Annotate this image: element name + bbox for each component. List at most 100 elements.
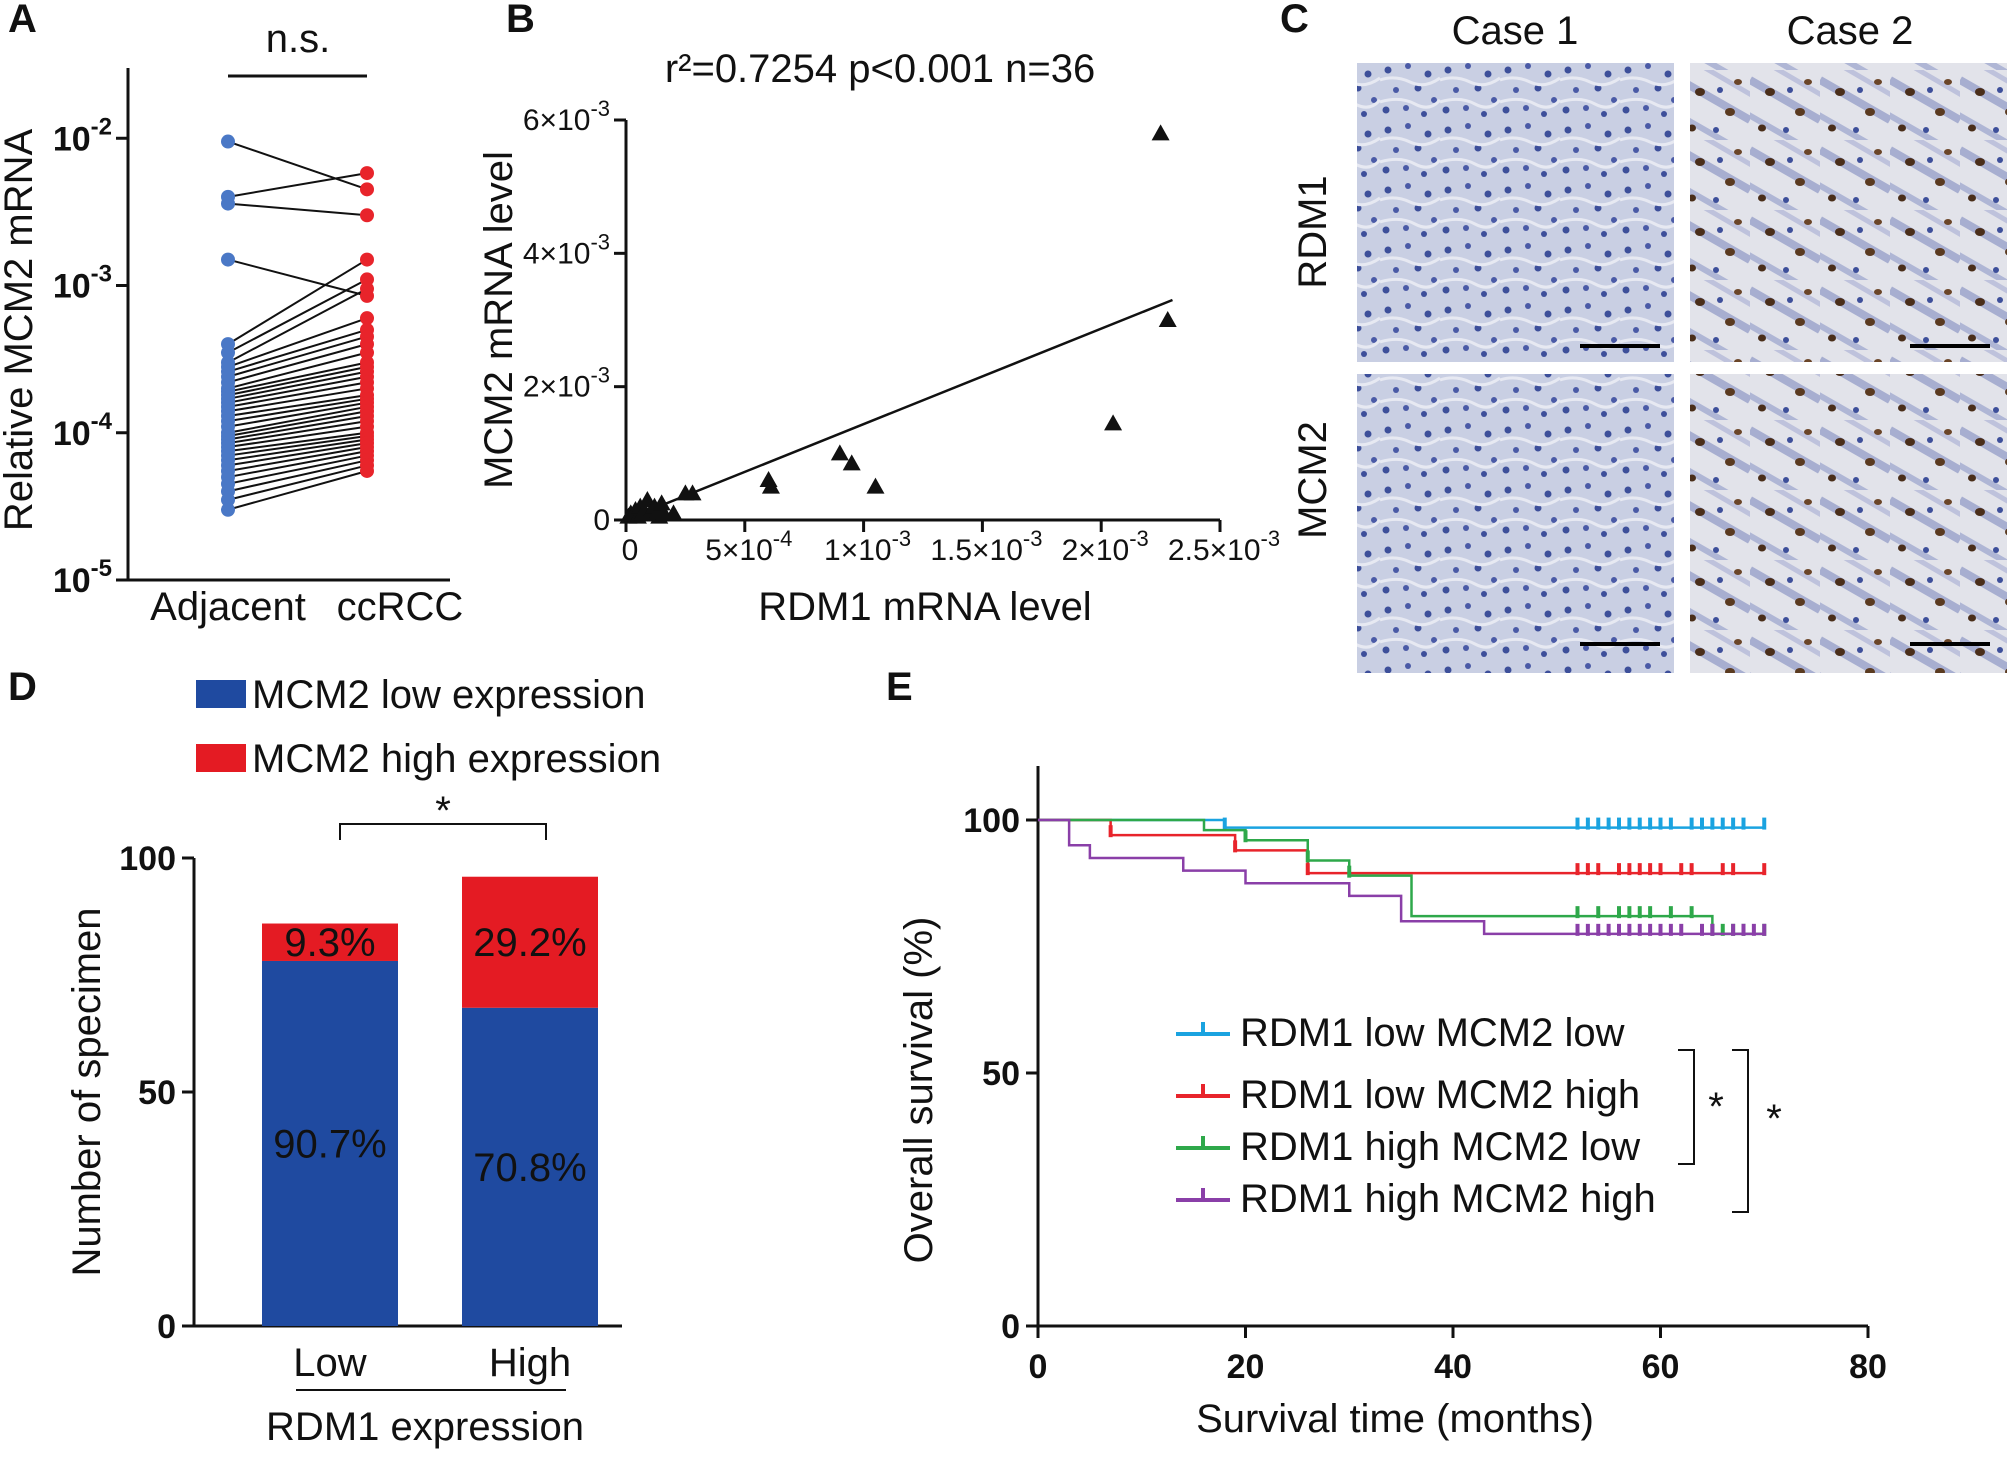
b-point bbox=[664, 504, 683, 521]
e-survival-curve bbox=[1038, 818, 1765, 936]
a-pair-line bbox=[227, 387, 368, 413]
b-title: r²=0.7254 p<0.001 n=36 bbox=[665, 47, 1095, 91]
panel-label-b: B bbox=[506, 0, 535, 41]
c-col-case1: Case 1 bbox=[1452, 9, 1579, 53]
ihc-rdm1-case2 bbox=[1690, 62, 2008, 362]
e-x-label: Survival time (months) bbox=[1196, 1397, 1594, 1441]
d-bar-high bbox=[462, 876, 598, 1008]
e-x-tick-label: 80 bbox=[1849, 1348, 1887, 1386]
d-x-label: RDM1 expression bbox=[266, 1405, 584, 1449]
a-point-adjacent bbox=[221, 196, 235, 211]
b-x-label: RDM1 mRNA level bbox=[758, 585, 1091, 629]
d-cat-low: Low bbox=[293, 1341, 366, 1385]
d-bar-low bbox=[262, 960, 398, 1326]
a-pair-line bbox=[227, 414, 368, 441]
a-pair-line bbox=[227, 464, 368, 501]
b-point bbox=[866, 477, 885, 494]
b-point bbox=[761, 477, 780, 494]
panel-a: n.s. Relative MCM2 mRNA 10-2 10-3 10-4 10-5… bbox=[0, 17, 463, 629]
a-cat-ccrcc: ccRCC bbox=[337, 585, 464, 629]
a-cat-adjacent: Adjacent bbox=[150, 585, 306, 629]
e-y-label: Overall survival (%) bbox=[897, 917, 941, 1264]
a-pair-line bbox=[227, 381, 368, 408]
panel-label-e: E bbox=[886, 665, 913, 709]
a-y-tick-label: 10-4 bbox=[53, 408, 113, 453]
b-y-tick-label: 0 bbox=[593, 504, 610, 537]
ihc-mcm2-case1 bbox=[1356, 374, 1674, 674]
d-bar-low bbox=[462, 1007, 598, 1326]
b-y-tick-label: 2×10-3 bbox=[523, 363, 610, 404]
c-row-mcm2: MCM2 bbox=[1291, 421, 1335, 539]
a-point-ccrcc bbox=[360, 166, 374, 181]
a-pair-line bbox=[227, 370, 368, 400]
panel-label-a: A bbox=[8, 0, 37, 41]
a-pair-line bbox=[227, 140, 368, 191]
panel-label-c: C bbox=[1280, 0, 1309, 41]
b-x-tick-label: 1×10-3 bbox=[824, 526, 911, 567]
a-point-ccrcc bbox=[360, 208, 374, 223]
d-y-tick-label: 50 bbox=[138, 1074, 176, 1112]
a-pair-line bbox=[227, 328, 368, 373]
a-point-ccrcc bbox=[360, 345, 374, 360]
d-legend-high-swatch bbox=[196, 744, 246, 772]
d-legend-low-swatch bbox=[196, 680, 246, 708]
a-pair-line bbox=[227, 450, 368, 479]
b-point bbox=[652, 494, 671, 511]
d-cat-high: High bbox=[489, 1341, 571, 1385]
a-pair-line bbox=[227, 335, 368, 378]
e-legend-label: RDM1 low MCM2 high bbox=[1240, 1073, 1640, 1117]
a-pair-line bbox=[227, 446, 368, 472]
a-point-ccrcc bbox=[360, 252, 374, 267]
a-point-adjacent bbox=[221, 345, 235, 360]
panel-b: r²=0.7254 p<0.001 n=36 MCM2 mRNA level R… bbox=[477, 47, 1280, 629]
b-x-tick-label: 0 bbox=[622, 534, 639, 567]
a-point-adjacent bbox=[221, 134, 235, 149]
b-point bbox=[830, 444, 849, 461]
d-sig-star: * bbox=[435, 789, 451, 833]
d-y-tick-label: 0 bbox=[157, 1308, 176, 1346]
a-pair-line bbox=[227, 375, 368, 404]
ihc-mcm2-case2 bbox=[1690, 374, 2008, 674]
b-y-tick-label: 6×10-3 bbox=[523, 96, 610, 137]
e-legend: RDM1 low MCM2 low RDM1 low MCM2 high RDM1 … bbox=[1176, 1011, 1656, 1221]
b-y-tick-label: 4×10-3 bbox=[523, 229, 610, 270]
a-point-ccrcc bbox=[360, 311, 374, 326]
d-sig-bracket bbox=[339, 823, 547, 840]
panel-c: Case 1 Case 2 RDM1 MCM2 bbox=[1291, 9, 2008, 675]
b-point bbox=[1104, 414, 1123, 431]
panel-d: MCM2 low expression MCM2 high expression… bbox=[65, 673, 661, 1449]
a-pair-line bbox=[227, 438, 368, 462]
a-point-ccrcc bbox=[360, 281, 374, 296]
a-pair-line bbox=[227, 258, 368, 297]
a-pair-line bbox=[227, 361, 368, 393]
b-point bbox=[1151, 124, 1170, 141]
e-x-tick-label: 40 bbox=[1434, 1348, 1472, 1386]
b-y-label: MCM2 mRNA level bbox=[477, 151, 521, 489]
a-pair-line bbox=[227, 420, 368, 445]
b-x-tick-label: 2×10-3 bbox=[1062, 526, 1149, 567]
a-pair-line bbox=[227, 287, 368, 364]
e-sig-star-1: * bbox=[1708, 1085, 1724, 1129]
b-point bbox=[1158, 311, 1177, 327]
a-pair-line bbox=[227, 401, 368, 428]
a-pair-line bbox=[227, 405, 368, 434]
a-pair-line bbox=[227, 459, 368, 493]
a-pair-line bbox=[227, 410, 368, 438]
a-y-tick-label: 10-2 bbox=[53, 113, 112, 158]
d-y-label: Number of specimen bbox=[65, 907, 109, 1276]
a-pair-line bbox=[227, 442, 368, 467]
b-point bbox=[842, 454, 861, 471]
a-pair-line bbox=[227, 258, 368, 345]
e-survival-curve bbox=[1038, 818, 1765, 936]
e-sig-bracket-2 bbox=[1732, 1049, 1749, 1213]
e-y-tick-label: 50 bbox=[982, 1055, 1020, 1093]
e-y-tick-label: 0 bbox=[1001, 1308, 1020, 1346]
e-legend-label: RDM1 high MCM2 high bbox=[1240, 1177, 1656, 1221]
d-y-tick-label: 100 bbox=[119, 840, 176, 878]
c-col-case2: Case 2 bbox=[1787, 9, 1914, 53]
d-bar-high-label: 29.2% bbox=[473, 921, 586, 965]
e-sig-star-2: * bbox=[1766, 1097, 1782, 1141]
a-pair-line bbox=[227, 425, 368, 449]
d-bar-high-label: 9.3% bbox=[284, 921, 375, 965]
